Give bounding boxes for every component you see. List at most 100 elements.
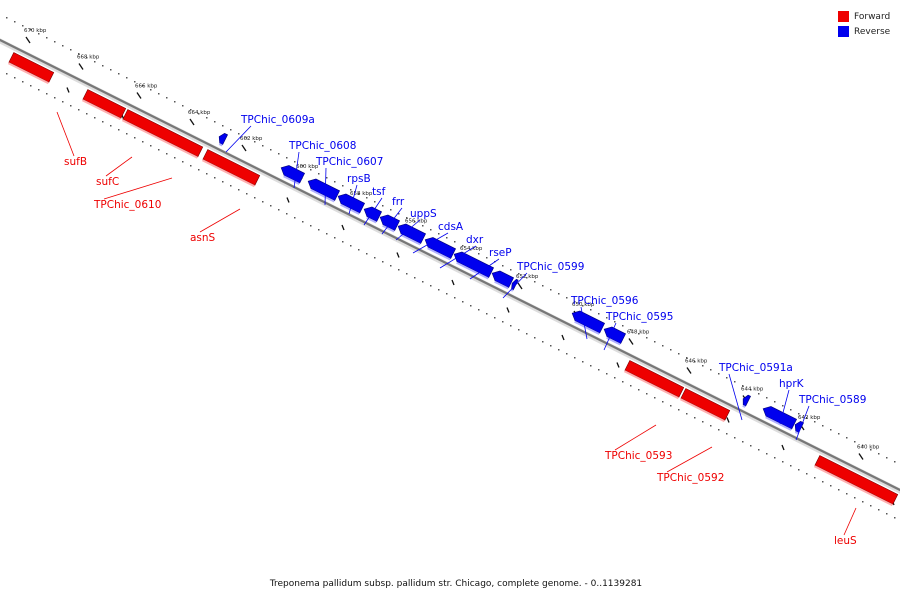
gene-cdsa[interactable]: cdsA <box>412 221 464 261</box>
gene-label: TPChic_0610 <box>93 199 161 211</box>
gene-tpchic_0599[interactable]: TPChic_0599 <box>502 261 584 299</box>
gene-leader <box>728 373 743 421</box>
tick-mark <box>686 367 692 374</box>
gene-tpchic_0589[interactable]: TPChic_0589 <box>792 394 867 441</box>
forward-swatch <box>838 11 849 22</box>
gene-tpchic_0608[interactable]: TPChic_0608 <box>278 140 357 189</box>
gene-frr[interactable]: frr <box>377 196 405 235</box>
gene-box <box>762 406 798 431</box>
gene-tpchic_0591a[interactable]: TPChic_0591a <box>718 362 793 421</box>
gene-sufb[interactable]: sufB <box>7 52 87 168</box>
tick-label: 650 kbp <box>572 302 595 308</box>
gene-box <box>201 149 261 188</box>
gene-box <box>81 89 127 121</box>
tick-label: 658 kbp <box>350 191 373 197</box>
gene-upps[interactable]: uppS <box>395 208 437 246</box>
backbone-line <box>0 38 900 492</box>
gene-box <box>623 360 685 400</box>
gene-hprk[interactable]: hprK <box>760 378 805 431</box>
gene-leader <box>795 405 810 441</box>
tick-label: 660 kbp <box>296 164 319 170</box>
gene-label: TPChic_0599 <box>516 261 584 273</box>
tick-label: 664 kbp <box>188 110 211 116</box>
tick-mark <box>341 224 345 231</box>
gene-tpchic_0592[interactable]: TPChic_0592 <box>656 388 731 484</box>
gene-tsf[interactable]: tsf <box>361 186 386 226</box>
gene-label: rseP <box>489 247 512 259</box>
legend: Forward Reverse <box>838 9 890 39</box>
gene-tpchic_0593[interactable]: TPChic_0593 <box>604 360 685 462</box>
gene-box <box>121 109 204 159</box>
tick-label: 662 kbp <box>240 136 263 142</box>
gene-rpsb[interactable]: rpsB <box>335 173 371 215</box>
tick-label: 648 kbp <box>627 330 650 336</box>
gene-tpchic_0610[interactable]: TPChic_0610 <box>93 109 204 211</box>
gene-box <box>218 132 229 147</box>
legend-reverse-label: Reverse <box>854 26 891 37</box>
legend-forward-label: Forward <box>854 11 891 22</box>
gene-leader <box>580 306 588 340</box>
outer-track-top <box>6 17 896 463</box>
gene-label: TPChic_0591a <box>718 362 793 374</box>
gene-label: TPChic_0609a <box>240 114 315 126</box>
gene-sufc[interactable]: sufC <box>81 89 133 188</box>
gene-box <box>491 270 515 290</box>
tick-label: 642 kbp <box>798 415 821 421</box>
gene-label: tsf <box>372 186 386 198</box>
gene-dxr[interactable]: dxr <box>439 234 495 280</box>
gene-leader <box>348 184 358 215</box>
tick-mark <box>78 63 84 70</box>
gene-label: sufC <box>96 176 119 188</box>
gene-leader <box>105 156 133 177</box>
gene-leus[interactable]: leuS <box>813 455 899 547</box>
tick-mark <box>628 338 634 345</box>
gene-leader <box>502 272 528 299</box>
tick-mark <box>189 118 195 126</box>
gene-leader <box>779 389 790 425</box>
tick-mark <box>396 252 400 258</box>
legend-reverse: Reverse <box>838 24 890 39</box>
gene-label: cdsA <box>438 221 464 233</box>
legend-forward: Forward <box>838 9 890 24</box>
tick-label: 652 kbp <box>516 274 539 280</box>
gene-label: TPChic_0595 <box>605 311 673 323</box>
gene-leader <box>666 446 713 473</box>
tick-mark <box>726 417 730 423</box>
gene-leader <box>56 111 75 157</box>
gene-label: uppS <box>410 208 437 220</box>
gene-leader <box>412 232 449 254</box>
tick-mark <box>506 307 510 313</box>
gene-box <box>679 388 731 423</box>
gene-label: hprK <box>779 378 805 390</box>
tick-label: 666 kbp <box>135 84 158 90</box>
gene-leader <box>614 424 657 451</box>
tick-mark <box>241 144 247 152</box>
gene-box <box>571 310 606 335</box>
gene-tpchic_0607[interactable]: TPChic_0607 <box>305 156 384 206</box>
gene-tpchic_0596[interactable]: TPChic_0596 <box>569 295 639 340</box>
map-caption: Treponema pallidum subsp. pallidum str. … <box>269 579 643 589</box>
genes: sufB sufC TPChic_0610 asnS TPChic_0609a TPChi… <box>7 52 899 547</box>
gene-leader <box>469 258 500 280</box>
tick-mark <box>517 282 523 290</box>
gene-leader <box>603 322 617 351</box>
tick-mark <box>286 197 290 203</box>
gene-leader <box>381 207 403 235</box>
gene-label: dxr <box>466 234 484 246</box>
gene-label: frr <box>392 196 405 208</box>
tick-label: 640 kbp <box>857 445 880 451</box>
gene-label: sufB <box>64 156 87 168</box>
gene-box <box>307 178 341 203</box>
outer-track-bottom <box>6 73 896 519</box>
tick-label: 646 kbp <box>685 359 708 365</box>
gene-leader <box>225 125 252 153</box>
gene-leader <box>199 208 241 233</box>
gene-box <box>603 326 627 346</box>
gene-asns[interactable]: asnS <box>190 149 261 244</box>
gene-tpchic_0595[interactable]: TPChic_0595 <box>601 311 674 351</box>
gene-rsep[interactable]: rseP <box>469 247 515 290</box>
gene-tpchic_0609a[interactable]: TPChic_0609a <box>216 114 315 153</box>
gene-box <box>397 223 427 246</box>
tick-mark <box>136 92 142 99</box>
tick-mark <box>25 36 31 44</box>
